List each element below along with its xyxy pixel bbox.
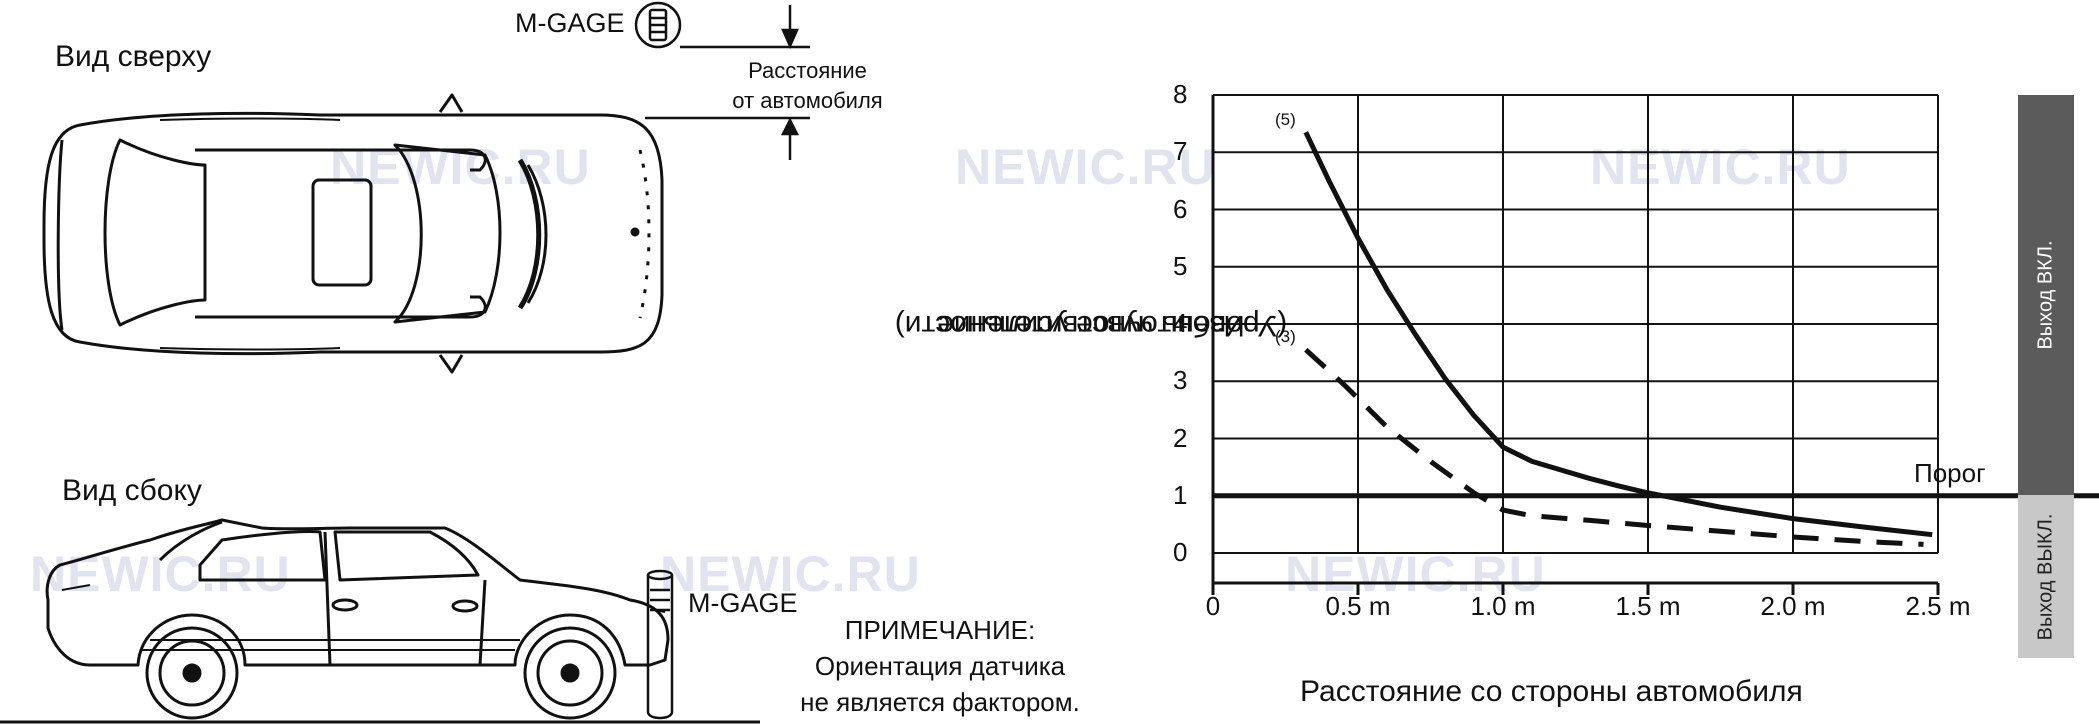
note: ПРИМЕЧАНИЕ: Ориентация датчика не являет… bbox=[760, 612, 1120, 720]
x-tick-label: 2.5 m bbox=[1905, 591, 1971, 621]
y-tick-label: 4 bbox=[1173, 308, 1188, 338]
watermark: NEWIC.RU bbox=[30, 546, 291, 602]
car-top-view bbox=[42, 93, 664, 374]
distance-dimension bbox=[645, 5, 810, 160]
x-tick-label: 1.0 m bbox=[1470, 591, 1536, 621]
m-gage-sensor-side-icon bbox=[646, 569, 674, 720]
m-gage-sensor-top-icon bbox=[634, 1, 682, 49]
watermark: NEWIC.RU bbox=[955, 139, 1216, 195]
y-tick-label: 3 bbox=[1173, 365, 1188, 396]
chart-x-axis-title: Расстояние со стороны автомобиля bbox=[1300, 675, 1803, 708]
x-tick-label: 2.0 m bbox=[1760, 591, 1826, 621]
top-view-label: Вид сверху bbox=[55, 40, 212, 73]
chart-grid bbox=[1211, 94, 2099, 595]
series-label-3: (3) bbox=[1275, 327, 1296, 346]
note-title: ПРИМЕЧАНИЕ: bbox=[844, 615, 1036, 645]
y-tick-label: 1 bbox=[1173, 479, 1188, 510]
y-tick-label: 5 bbox=[1173, 250, 1188, 281]
series-label-5: (5) bbox=[1275, 110, 1296, 129]
chart-y-axis-title-line-2: (Уровень чувствительности) bbox=[894, 309, 1288, 342]
output-on-bar: Выход ВКЛ. bbox=[2018, 95, 2074, 495]
sensor-label-top: M-GAGE bbox=[515, 8, 625, 38]
watermark: NEWIC.RU bbox=[330, 139, 591, 195]
y-tick-label: 0 bbox=[1173, 537, 1188, 567]
series-line-3 bbox=[1304, 347, 1924, 547]
side-view-label: Вид сбоку bbox=[62, 474, 202, 507]
watermark: NEWIC.RU bbox=[1285, 546, 1546, 602]
output-off-label: Выход ВЫКЛ. bbox=[2034, 513, 2057, 640]
sensor-label-side: M-GAGE bbox=[688, 588, 798, 618]
x-tick-label: 1.5 m bbox=[1615, 591, 1681, 621]
distance-label-line-1: Расстояние bbox=[748, 58, 867, 83]
threshold-label: Порог bbox=[1914, 458, 1986, 488]
output-off-bar: Выход ВЫКЛ. bbox=[2018, 495, 2074, 658]
note-line-1: Ориентация датчика bbox=[814, 651, 1066, 681]
chart-y-axis-title: Избыточное усиление (Уровень чувствитель… bbox=[895, 100, 1288, 550]
distance-label: Расстояние от автомобиля bbox=[700, 56, 915, 116]
x-tick-label: 0.5 m bbox=[1325, 591, 1391, 621]
distance-label-line-2: от автомобиля bbox=[732, 88, 883, 113]
y-tick-label: 8 bbox=[1173, 79, 1188, 109]
x-tick-label: 0 bbox=[1205, 591, 1221, 621]
car-side-view bbox=[0, 518, 760, 724]
y-tick-label: 2 bbox=[1173, 422, 1188, 453]
watermark: NEWIC.RU bbox=[1590, 139, 1851, 195]
y-tick-label: 6 bbox=[1173, 193, 1188, 224]
series-line-5 bbox=[1303, 131, 1933, 538]
note-line-2: не является фактором. bbox=[800, 687, 1080, 717]
y-tick-label: 7 bbox=[1173, 136, 1188, 167]
watermark: NEWIC.RU bbox=[660, 546, 921, 602]
chart-series bbox=[1303, 131, 1933, 547]
output-on-label: Выход ВКЛ. bbox=[2034, 240, 2057, 350]
